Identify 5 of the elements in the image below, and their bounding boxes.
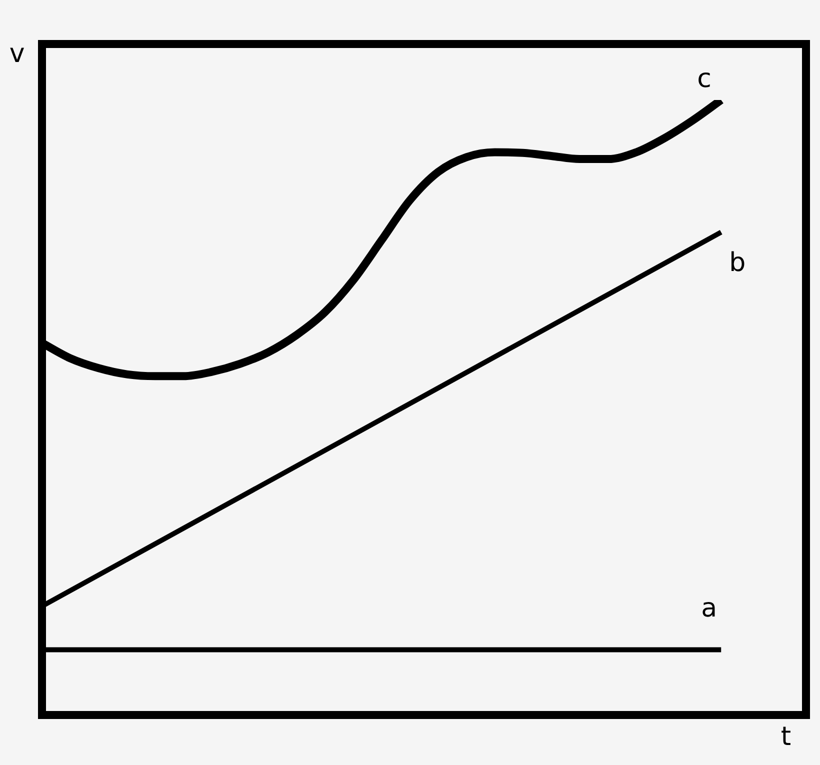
series-label: a	[701, 594, 718, 624]
y-axis-title: v	[9, 38, 25, 69]
x-axis-title: t	[780, 722, 792, 752]
series-label: b	[729, 248, 746, 278]
series-label: c	[697, 64, 712, 94]
